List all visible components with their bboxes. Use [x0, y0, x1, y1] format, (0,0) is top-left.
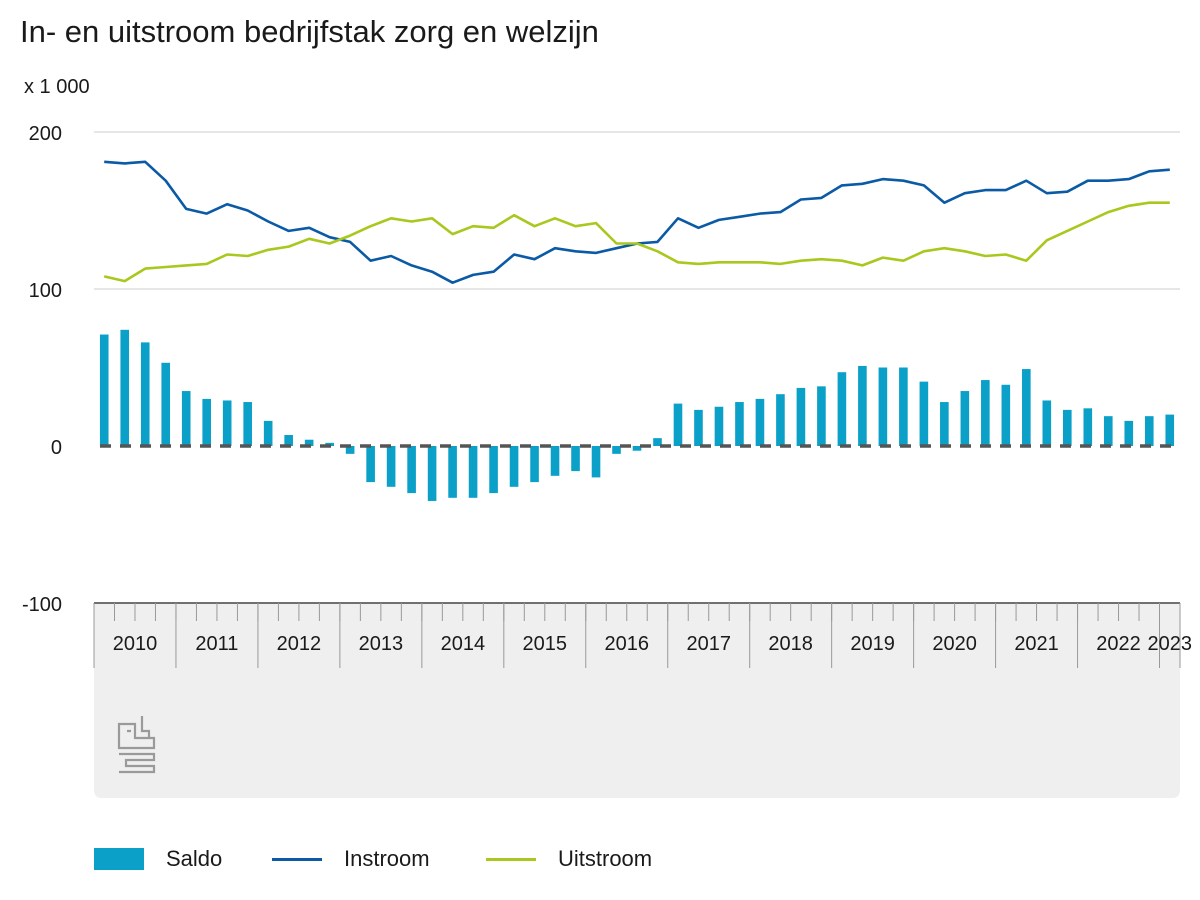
saldo-bar: [940, 402, 949, 446]
instroom-line: [104, 160, 1170, 285]
saldo-bar: [140, 342, 150, 446]
saldo-bar: [550, 446, 560, 476]
x-tick-label: 2011: [195, 633, 238, 655]
saldo-bar: [694, 409, 703, 446]
saldo-bar: [899, 367, 908, 446]
x-tick-label: 2021: [1014, 633, 1059, 655]
saldo-bar: [919, 381, 929, 446]
saldo-bar: [878, 367, 888, 446]
saldo-bar: [202, 398, 212, 446]
saldo-bar: [1103, 416, 1113, 446]
saldo-bar: [612, 446, 621, 454]
saldo-bar: [1042, 400, 1052, 446]
saldo-bar: [571, 446, 580, 472]
x-axis: 2010 2011 2012 2013 2014 2015 2016 2017 2018 2019…: [93, 602, 1193, 668]
saldo-bar: [1144, 416, 1154, 446]
saldo-bar: [981, 380, 990, 446]
y-tick-label: -100: [22, 594, 62, 616]
uitstroom-line: [103, 201, 1170, 283]
saldo-bar: [509, 446, 519, 487]
saldo-bar: [735, 402, 744, 446]
saldo-bar: [837, 372, 847, 446]
chart-title: In- en uitstroom bedrijfstak zorg en wel…: [20, 14, 599, 49]
saldo-bars: [99, 329, 1175, 501]
x-tick-label: 2017: [686, 633, 731, 655]
saldo-bar: [653, 438, 662, 446]
legend-label-instroom: Instroom: [344, 846, 430, 871]
saldo-bar: [468, 446, 478, 498]
footer-background: [94, 603, 1180, 798]
legend-swatch-saldo: [94, 848, 144, 870]
saldo-bar: [796, 387, 806, 446]
saldo-bar: [1001, 384, 1011, 446]
saldo-bar: [427, 446, 437, 501]
saldo-bar: [530, 446, 539, 483]
x-tick-label: 2018: [768, 633, 813, 655]
saldo-bar: [99, 334, 109, 446]
saldo-bar: [263, 420, 273, 446]
x-tick-label: 2012: [277, 633, 322, 655]
y-tick-label: 100: [29, 280, 62, 302]
saldo-bar: [591, 446, 601, 478]
saldo-bar: [776, 394, 785, 446]
series-lines: [103, 160, 1170, 285]
saldo-bar: [366, 446, 375, 483]
saldo-bar: [345, 446, 355, 454]
saldo-bar: [1083, 408, 1093, 446]
saldo-bar: [817, 386, 826, 446]
legend-item-saldo[interactable]: Saldo: [94, 842, 222, 876]
saldo-bar: [714, 406, 724, 446]
saldo-bar: [960, 391, 970, 446]
saldo-bar: [407, 446, 416, 494]
saldo-bar: [243, 402, 252, 446]
legend-label-uitstroom: Uitstroom: [558, 846, 653, 871]
saldo-bar: [386, 446, 396, 487]
x-tick-label: 2022: [1096, 633, 1141, 655]
legend-swatch-uitstroom: [486, 857, 536, 861]
x-tick-label: 2019: [850, 633, 895, 655]
y-axis-unit-label: x 1 000: [24, 76, 90, 98]
y-axis-ticks: -100 0 100 200: [22, 123, 62, 616]
saldo-bar: [448, 446, 457, 498]
saldo-bar: [284, 435, 293, 446]
saldo-bar: [304, 439, 314, 446]
x-tick-label: 2023: [1148, 633, 1193, 655]
y-tick-label: 0: [51, 437, 62, 459]
saldo-bar: [120, 329, 130, 446]
saldo-bar: [632, 446, 642, 451]
saldo-bar: [858, 365, 867, 446]
legend-item-uitstroom[interactable]: Uitstroom: [486, 842, 652, 876]
x-tick-label: 2013: [359, 633, 404, 655]
saldo-bar: [222, 400, 232, 446]
saldo-bar: [673, 403, 683, 446]
saldo-bar: [755, 398, 765, 446]
x-tick-label: 2010: [113, 633, 158, 655]
saldo-bar: [1062, 409, 1072, 446]
legend-item-instroom[interactable]: Instroom: [272, 842, 430, 876]
saldo-bar: [181, 391, 191, 446]
saldo-bar: [489, 446, 498, 494]
grid-lines: [94, 131, 1180, 290]
footer-panel: [94, 603, 1180, 798]
saldo-bar: [1165, 414, 1175, 446]
legend-label-saldo: Saldo: [166, 846, 223, 871]
saldo-bar: [1022, 369, 1031, 446]
x-tick-label: 2014: [441, 633, 486, 655]
y-tick-label: 200: [29, 123, 62, 145]
legend-swatch-instroom: [272, 857, 322, 861]
cbs-logo: [117, 716, 156, 774]
x-tick-label: 2016: [605, 633, 650, 655]
saldo-bar: [161, 362, 171, 446]
x-tick-label: 2015: [523, 633, 568, 655]
x-tick-label: 2020: [932, 633, 977, 655]
saldo-bar: [1124, 420, 1134, 446]
